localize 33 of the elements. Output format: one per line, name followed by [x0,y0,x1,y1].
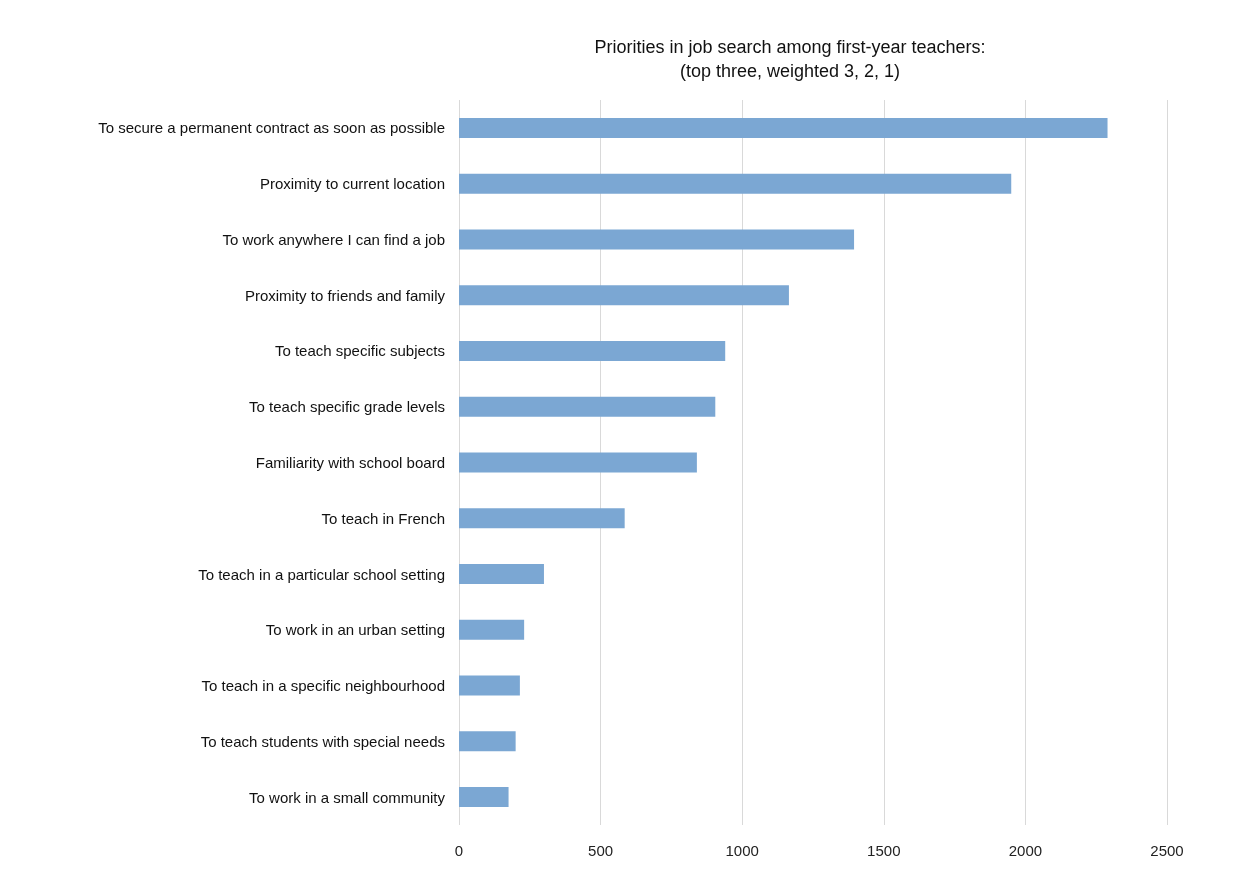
x-tick-label: 1000 [725,842,759,859]
bar [459,173,1012,194]
bar [459,285,789,306]
x-tick-label: 2000 [1008,842,1043,859]
bar [459,619,525,640]
y-tick-label: Familiarity with school board [255,454,445,471]
y-tick-label: To teach students with special needs [200,732,445,750]
y-tick-label: To teach in a particular school setting [198,565,445,583]
y-tick-label: Proximity to current location [259,175,445,193]
x-tick-label: 1500 [867,842,901,859]
bar [459,117,1108,138]
bar [459,675,520,696]
bar [459,731,516,752]
x-tick-label: 2500 [1150,842,1184,859]
y-tick-label: To teach in a specific neighbourhood [201,677,445,695]
bar [459,396,716,417]
bar [459,229,855,250]
bar [459,340,726,361]
bar [459,508,625,529]
bar [459,564,544,585]
y-tick-label: To work in an urban setting [265,621,445,639]
y-tick-label: To secure a permanent contract as soon as possible [98,119,445,137]
y-tick-label: Proximity to friends and family [244,286,446,304]
x-tick-label: 500 [588,842,614,859]
y-tick-label: To work in a small community [249,788,446,806]
y-tick-label: To work anywhere I can find a job [222,230,445,248]
y-tick-label: To teach in French [321,509,445,527]
bar [459,452,697,473]
x-tick-label: 0 [454,842,464,859]
chart-title: Priorities in job search among first-year teachers: (top three, weighted 3, 2, 1) [594,37,986,81]
bar [459,787,509,808]
y-tick-label: To teach specific subjects [274,342,445,360]
y-tick-label: To teach specific grade levels [249,398,445,416]
